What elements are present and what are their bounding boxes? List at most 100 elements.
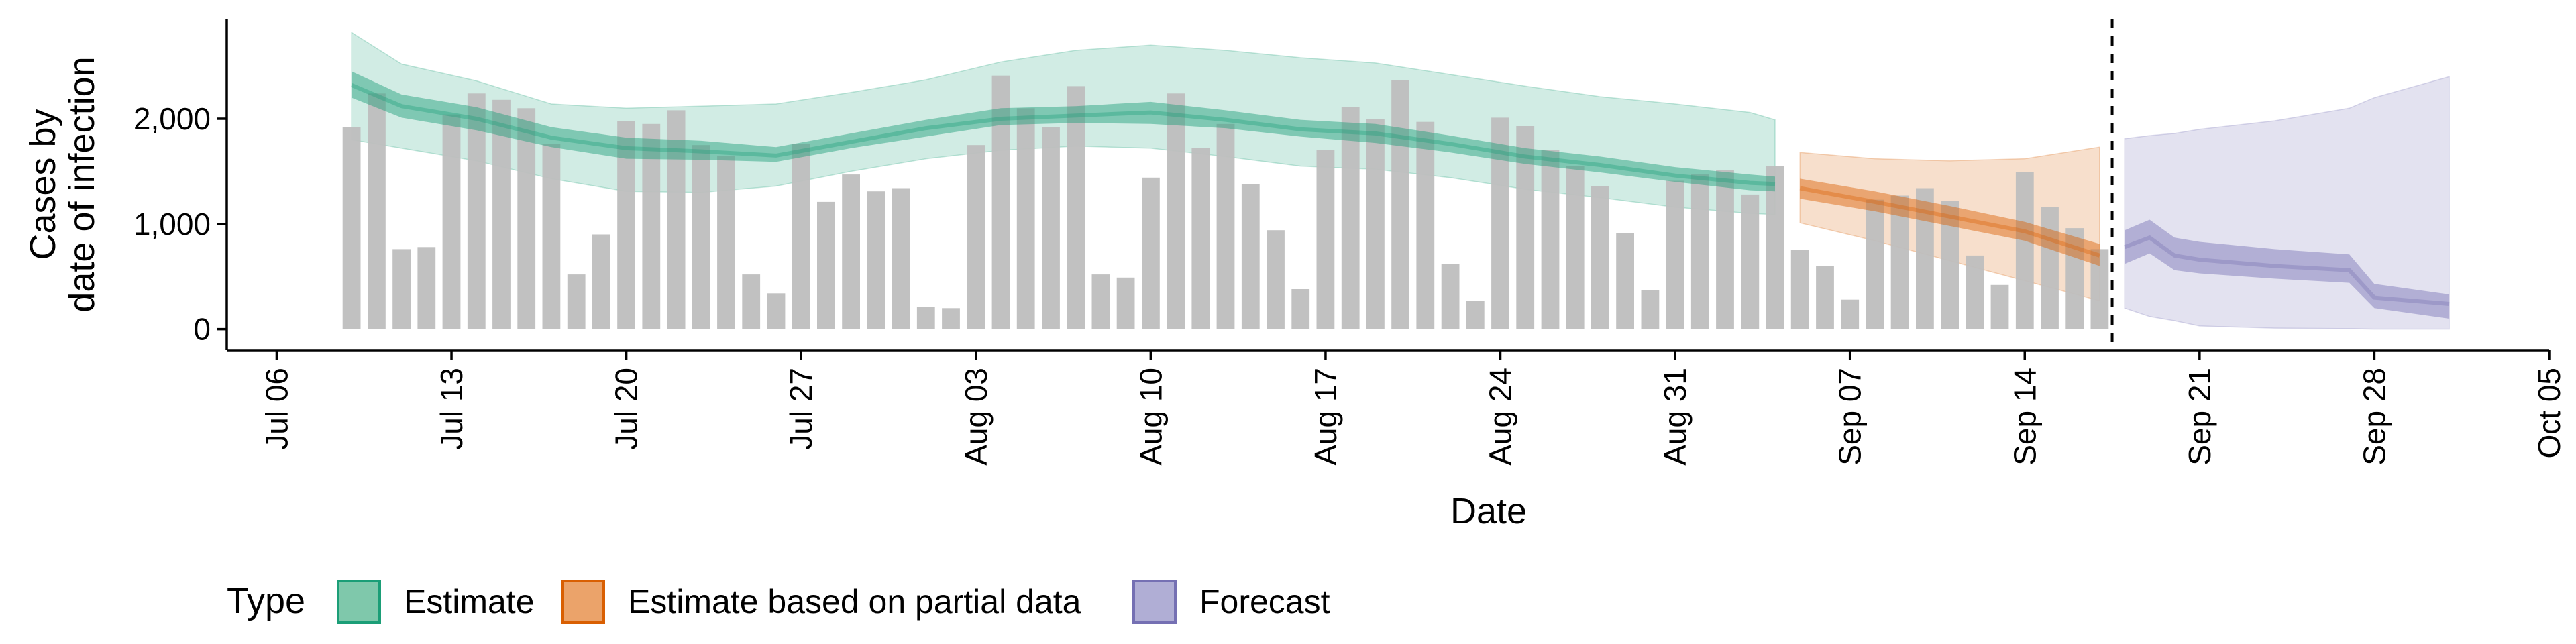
bar-2020-07-17: [542, 144, 561, 329]
bar-2020-07-29: [842, 174, 860, 329]
x-tick-label-13: Oct 05: [2532, 368, 2567, 459]
bar-2020-09-12: [1966, 255, 1984, 329]
legend-title: Type: [227, 581, 305, 621]
bar-2020-08-19: [1366, 119, 1385, 329]
bar-2020-09-01: [1690, 174, 1709, 329]
bar-2020-09-14: [2015, 172, 2034, 329]
bar-2020-09-13: [1990, 284, 2009, 329]
bar-2020-08-25: [1516, 126, 1535, 329]
bar-2020-08-28: [1591, 186, 1609, 329]
bar-2020-08-21: [1416, 121, 1435, 329]
x-tick-label-2: Jul 20: [609, 368, 644, 450]
bar-2020-07-21: [642, 123, 661, 329]
bar-2020-07-31: [892, 188, 910, 329]
bar-2020-07-14: [467, 93, 486, 329]
bar-2020-08-10: [1142, 177, 1160, 329]
bar-2020-07-20: [617, 121, 635, 329]
bar-2020-08-27: [1566, 166, 1585, 329]
bar-2020-09-08: [1866, 199, 1884, 329]
inner-ribbon-layer: [350, 71, 2450, 319]
bar-2020-07-15: [492, 99, 511, 329]
bar-2020-09-02: [1716, 170, 1734, 329]
bar-2020-08-07: [1067, 86, 1085, 329]
bar-2020-08-14: [1241, 184, 1260, 329]
bar-2020-08-23: [1466, 301, 1485, 329]
x-tick-label-5: Aug 10: [1133, 368, 1168, 466]
bar-2020-08-06: [1042, 127, 1060, 329]
bar-2020-09-04: [1766, 166, 1784, 329]
bar-2020-08-13: [1216, 123, 1235, 329]
median-line-1: [1799, 186, 2100, 258]
legend-key-0: [337, 580, 381, 624]
bar-2020-08-26: [1541, 150, 1560, 329]
x-tick-label-8: Aug 31: [1658, 368, 1693, 466]
bar-2020-09-03: [1741, 194, 1760, 329]
inner-ribbon-1: [1800, 178, 2100, 266]
bar-2020-08-18: [1341, 107, 1360, 329]
axes-layer: 0 1,000 2,000 Jul 06 Jul 13 Jul 20 Jul 27 Aug 0…: [23, 19, 2567, 531]
bar-2020-08-04: [991, 75, 1010, 329]
x-tick-label-11: Sep 21: [2182, 368, 2217, 466]
bar-2020-07-28: [817, 201, 835, 329]
y-axis-title-line-0: Cases by: [23, 109, 63, 260]
outer-ribbon-0: [351, 32, 1776, 215]
bar-2020-08-29: [1616, 233, 1634, 329]
x-tick-label-7: Aug 24: [1483, 368, 1518, 466]
bar-2020-09-16: [2065, 228, 2084, 329]
y-tick-label-2: 2,000: [133, 101, 211, 136]
bar-2020-08-02: [942, 308, 960, 329]
bar-2020-07-13: [442, 114, 461, 329]
bar-2020-08-11: [1167, 93, 1185, 329]
bar-2020-08-09: [1116, 277, 1135, 329]
bar-2020-07-11: [392, 249, 411, 329]
bar-layer: [342, 75, 2109, 329]
bar-2020-07-19: [592, 234, 610, 329]
bar-2020-09-10: [1916, 188, 1934, 329]
legend: Type Estimate Estimate based on partial da…: [227, 580, 1330, 624]
median-line-2: [2124, 235, 2450, 306]
bar-2020-08-16: [1291, 289, 1310, 329]
bar-2020-08-15: [1267, 230, 1285, 329]
y-tick-label-1: 1,000: [133, 207, 211, 241]
x-tick-label-4: Aug 03: [959, 368, 994, 466]
bar-2020-07-30: [867, 191, 885, 329]
bar-2020-08-22: [1441, 264, 1460, 329]
legend-label-2: Forecast: [1199, 583, 1330, 621]
bar-2020-07-25: [742, 274, 761, 329]
bar-2020-09-11: [1941, 201, 1959, 329]
x-tick-label-10: Sep 14: [2007, 368, 2042, 466]
bar-2020-08-31: [1666, 180, 1684, 329]
outer-ribbon-2: [2124, 76, 2450, 330]
bar-2020-07-18: [567, 274, 586, 329]
bar-2020-07-24: [717, 155, 735, 329]
x-axis-title: Date: [1450, 491, 1527, 531]
y-axis-title: Cases bydate of infection: [23, 56, 102, 312]
bar-2020-07-22: [667, 110, 686, 329]
bar-2020-08-24: [1491, 117, 1509, 329]
median-line-0: [350, 83, 1776, 186]
bar-2020-07-23: [692, 145, 710, 329]
bar-2020-07-09: [342, 127, 361, 329]
x-tick-label-6: Aug 17: [1308, 368, 1343, 466]
bar-2020-07-16: [517, 108, 536, 329]
bar-2020-07-26: [767, 293, 786, 329]
legend-label-1: Estimate based on partial data: [628, 583, 1081, 621]
bar-2020-09-07: [1841, 299, 1860, 329]
bar-2020-08-17: [1316, 150, 1335, 329]
x-tick-label-0: Jul 06: [260, 368, 294, 450]
x-tick-label-3: Jul 27: [784, 368, 818, 450]
bar-2020-07-10: [368, 93, 386, 329]
x-tick-label-9: Sep 07: [1833, 368, 1868, 466]
x-tick-label-1: Jul 13: [434, 368, 469, 450]
bar-2020-08-01: [916, 307, 935, 329]
bar-2020-08-03: [967, 145, 985, 329]
bar-2020-07-12: [417, 247, 436, 329]
bar-2020-09-09: [1890, 195, 1909, 329]
bar-2020-08-20: [1391, 80, 1409, 329]
y-axis-title-line-1: date of infection: [62, 56, 102, 312]
bar-2020-07-27: [792, 144, 810, 329]
bar-2020-09-05: [1790, 250, 1809, 329]
legend-key-1: [561, 580, 605, 624]
